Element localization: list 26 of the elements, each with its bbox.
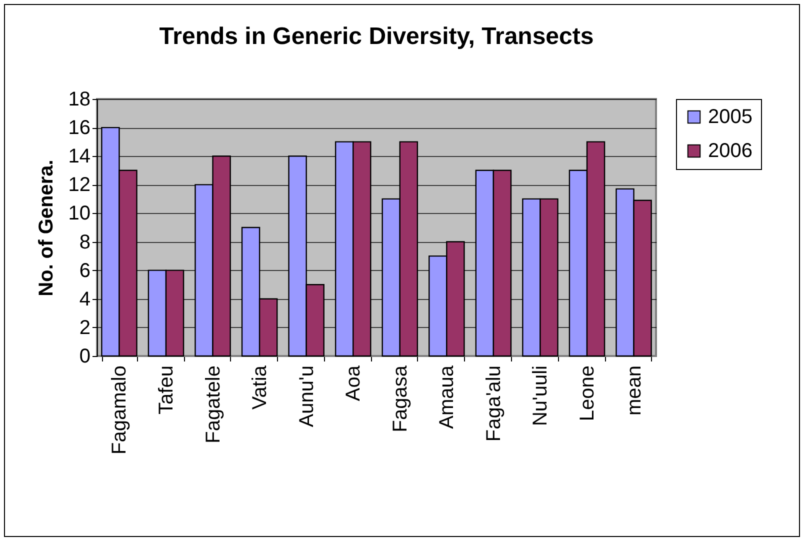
y-tick-label: 4 (79, 288, 90, 310)
chart-title: Trends in Generic Diversity, Transects (159, 23, 594, 50)
y-axis-title: No. of Genera. (35, 160, 58, 296)
y-tick-label: 12 (68, 174, 90, 196)
y-tick-label: 6 (79, 260, 90, 282)
x-tick-label: mean (623, 366, 646, 416)
x-tick-label: Nu'uuli (530, 366, 552, 426)
x-tick-label: Tafeu (156, 366, 178, 414)
y-tick-label: 18 (68, 88, 90, 110)
x-tick-label: Aoa (342, 364, 365, 402)
x-tick-label: Fagasa (389, 364, 412, 432)
legend-label: 2005 (708, 106, 752, 128)
y-tick-label: 2 (79, 316, 90, 339)
x-tick-label: Aunu'u (296, 366, 318, 428)
legend-label: 2006 (708, 140, 752, 162)
y-tick-label: 14 (68, 146, 90, 168)
y-tick-label: 0 (79, 346, 90, 368)
x-tick-label: Fagamalo (108, 366, 131, 454)
y-tick-label: 8 (79, 231, 90, 254)
x-tick-label: Fagatele (202, 366, 224, 444)
x-tick-label: Amaua (436, 364, 458, 429)
x-tick-label: Faga'alu (482, 366, 505, 442)
y-tick-label: 16 (68, 117, 90, 140)
x-tick-label: Vatia (249, 364, 272, 410)
x-tick-label: Leone (576, 366, 598, 422)
y-tick-label: 10 (68, 202, 90, 225)
